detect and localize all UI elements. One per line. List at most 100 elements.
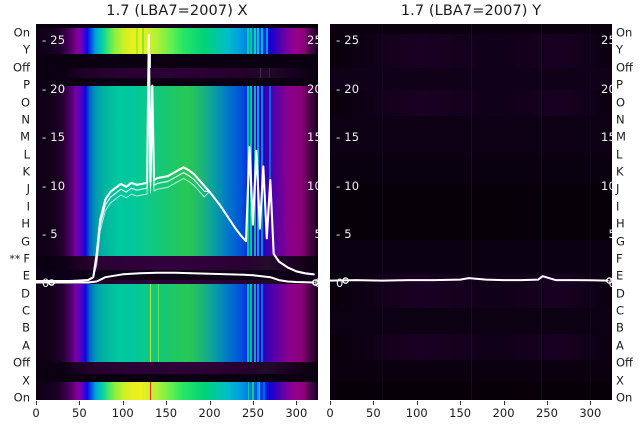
- heatmap-streak-30: [268, 68, 270, 78]
- heatmap-streak-2: [382, 24, 384, 400]
- category-label-d-15: D: [616, 285, 625, 300]
- category-label-y-1: Y: [616, 42, 624, 57]
- category-label-n-5: N: [616, 112, 625, 127]
- heatmap-streak-22: [158, 284, 160, 362]
- x-tick-mark-200: [209, 401, 211, 405]
- heatmap-row-band-1: [36, 28, 318, 54]
- x-tick-mark-0: [36, 401, 37, 405]
- heatmap-streak-29: [259, 68, 261, 78]
- category-label-g-12: G: [616, 233, 625, 248]
- heatmap-streak-2: [253, 28, 256, 54]
- category-label-c-16: C: [616, 303, 625, 318]
- x-tick-mark-300: [296, 401, 298, 405]
- heatmap-streak-5: [265, 28, 268, 54]
- x-tick-mark-100: [122, 401, 124, 405]
- heatmap-streak-3: [257, 28, 260, 54]
- category-label-p-3: P: [616, 77, 623, 92]
- x-tick-mark-300: [590, 401, 592, 405]
- x-tick-label-0: 0: [32, 406, 40, 420]
- heatmap-streak-17: [246, 382, 249, 400]
- category-label-n-5: N: [21, 112, 30, 127]
- x-tick-label-0: 0: [326, 406, 334, 420]
- heatmap-streak-10: [260, 86, 263, 256]
- heatmap-streak-21: [149, 284, 151, 362]
- x-tick-label-200: 200: [198, 406, 221, 420]
- heatmap-row-band-11: [36, 374, 318, 382]
- heatmap-streak-16: [260, 284, 263, 362]
- category-label-h-11: H: [21, 216, 30, 231]
- heatmap-streak-26: [149, 54, 151, 68]
- heatmap-row-band-6: [36, 256, 318, 270]
- x-tick-mark-250: [546, 401, 548, 405]
- category-label-f-13: F: [616, 251, 623, 266]
- category-label-k-8: K: [22, 164, 30, 179]
- panel-title-x: 1.7 (LBA7=2007) X: [106, 3, 248, 19]
- category-label-a-18: A: [616, 338, 624, 353]
- heatmap-streak-14: [253, 284, 256, 362]
- heatmap-streak-20: [263, 382, 266, 400]
- heatmap-row-band-10: [36, 362, 318, 374]
- x-tick-mark-250: [252, 401, 254, 405]
- category-label-x-20: X: [22, 372, 30, 387]
- category-label-off-19: Off: [616, 355, 633, 370]
- x-tick-label-100: 100: [111, 406, 134, 420]
- category-label-on-21: On: [13, 390, 30, 405]
- heatmap-layers-x: [36, 24, 318, 400]
- heatmap-layers-y: [330, 24, 612, 400]
- category-label-on-21: On: [616, 390, 633, 405]
- category-label-d-15: D: [21, 285, 30, 300]
- category-label-h-11: H: [616, 216, 625, 231]
- heatmap-streak-18: [252, 382, 255, 400]
- category-axis-right: On Y Off P O N M L K J I H G F E D C B A Off X On: [612, 0, 640, 440]
- x-axis-panel-x: 0 50 100 150 200 250 300: [32, 401, 318, 431]
- heatmap-row-band-3: [36, 68, 318, 78]
- x-tick-label-200: 200: [492, 406, 515, 420]
- heatmap-streak-1: [250, 28, 253, 54]
- x-tick-mark-150: [166, 401, 168, 405]
- category-label-o-4: O: [20, 94, 30, 109]
- x-tick-label-150: 150: [449, 406, 472, 420]
- category-label-p-3: P: [23, 77, 30, 92]
- heatmap-streak-25: [258, 382, 260, 400]
- x-tick-label-100: 100: [405, 406, 428, 420]
- category-label-off-2: Off: [616, 60, 633, 74]
- heatmap-streak-27: [135, 28, 138, 54]
- category-label-m-6: M: [20, 129, 30, 144]
- category-label-b-17: B: [22, 320, 30, 335]
- category-label-j-9: J: [616, 181, 620, 196]
- heatmap-streak-0: [246, 28, 249, 54]
- heatmap-row-band-0: [36, 24, 318, 28]
- spectrogram-panel-y[interactable]: - 2525- 2020- 1515- 1010- 5500: [330, 24, 612, 400]
- overlay-trace-y: [330, 275, 612, 284]
- x-tick-label-50: 50: [72, 406, 87, 420]
- heatmap-streak-11: [268, 86, 271, 196]
- category-label-e-14: E: [22, 268, 30, 283]
- heatmap-streak-19: [257, 382, 260, 400]
- category-label-k-8: K: [616, 164, 624, 179]
- category-label-g-12: G: [21, 233, 30, 248]
- x-tick-mark-50: [79, 401, 81, 405]
- heatmap-row-band-9: [36, 284, 318, 362]
- heatmap-streak-3: [590, 24, 592, 400]
- heatmap-streak-13: [250, 284, 253, 362]
- category-label-on-0: On: [616, 25, 633, 40]
- category-label-j-9: J: [26, 181, 30, 196]
- x-tick-label-150: 150: [155, 406, 178, 420]
- category-label-y-1: Y: [22, 42, 30, 57]
- heatmap-row-band-2: [36, 54, 318, 68]
- x-tick-mark-0: [330, 401, 331, 405]
- category-label-l-7: L: [23, 146, 30, 161]
- heatmap-row-band-8: [36, 280, 318, 284]
- x-tick-mark-150: [460, 401, 462, 405]
- category-label-off-19: Off: [13, 355, 30, 370]
- x-tick-label-250: 250: [535, 406, 558, 420]
- x-tick-label-250: 250: [241, 406, 264, 420]
- heatmap-streak-28: [141, 28, 144, 54]
- spectrogram-panel-x[interactable]: - 2525- 2020- 1515- 1010- 5500: [36, 24, 318, 400]
- category-label-c-16: C: [21, 303, 30, 318]
- category-label-e-14: E: [616, 268, 624, 283]
- category-label-off-2: Off: [13, 60, 30, 74]
- category-label-i-10: I: [616, 199, 620, 214]
- x-tick-mark-200: [503, 401, 505, 405]
